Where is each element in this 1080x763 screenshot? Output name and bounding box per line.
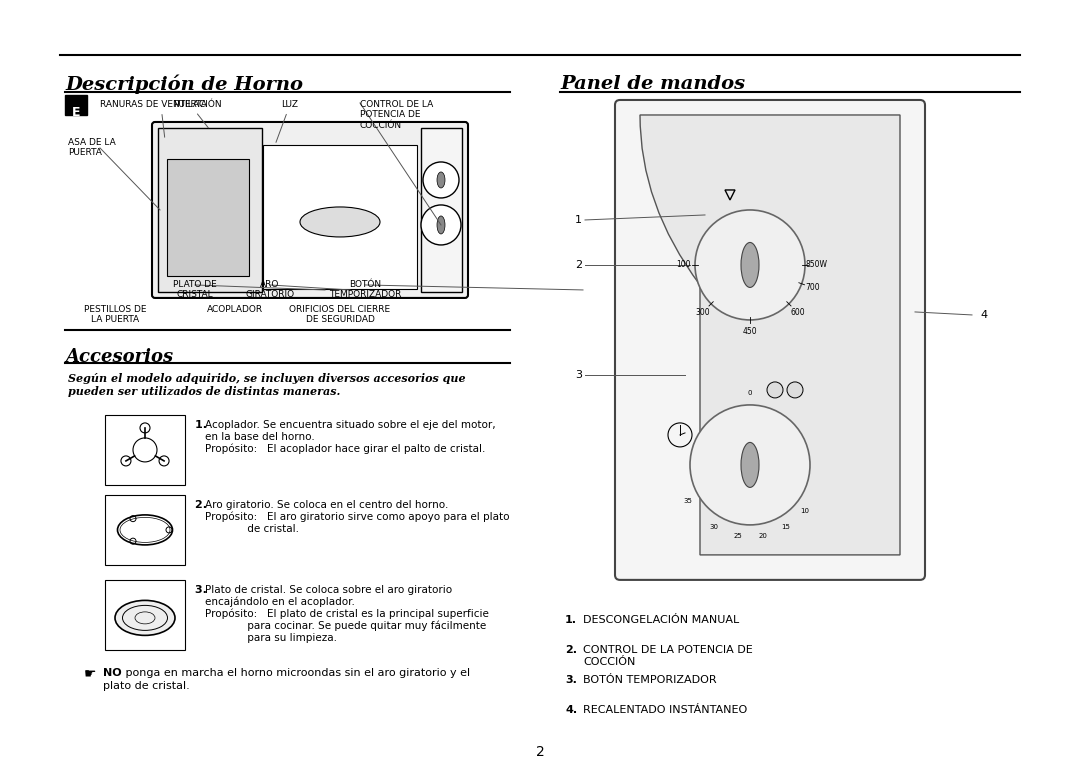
Text: 4.: 4.: [565, 705, 577, 715]
Text: 0: 0: [747, 390, 753, 396]
Text: 600: 600: [791, 307, 805, 317]
Circle shape: [421, 205, 461, 245]
Circle shape: [787, 382, 804, 398]
Text: 2.: 2.: [565, 645, 577, 655]
Text: ☛: ☛: [84, 668, 96, 682]
Text: Accesorios: Accesorios: [65, 348, 173, 366]
Circle shape: [423, 162, 459, 198]
Text: PLATO DE
CRISTAL: PLATO DE CRISTAL: [173, 280, 217, 299]
Text: PESTILLOS DE
LA PUERTA: PESTILLOS DE LA PUERTA: [84, 305, 146, 324]
Circle shape: [696, 210, 805, 320]
Text: 450: 450: [743, 327, 757, 336]
Text: ponga en marcha el horno microondas sin el aro giratorio y el: ponga en marcha el horno microondas sin …: [122, 668, 470, 678]
Ellipse shape: [114, 600, 175, 636]
Text: BOTÓN TEMPORIZADOR: BOTÓN TEMPORIZADOR: [583, 675, 717, 685]
Text: CONTROL DE LA
POTENCIA DE
COCCIÓN: CONTROL DE LA POTENCIA DE COCCIÓN: [360, 100, 433, 130]
Text: Acoplador. Se encuentra situado sobre el eje del motor,
en la base del horno.
Pr: Acoplador. Se encuentra situado sobre el…: [205, 420, 496, 454]
Text: DESCONGELACIÓN MANUAL: DESCONGELACIÓN MANUAL: [583, 615, 739, 625]
Bar: [105, 415, 185, 485]
Text: 2: 2: [536, 745, 544, 759]
Text: 300: 300: [696, 307, 710, 317]
FancyBboxPatch shape: [421, 128, 462, 292]
Text: RANURAS DE VENTILACIÓN: RANURAS DE VENTILACIÓN: [100, 100, 221, 137]
Text: PUERTA: PUERTA: [173, 100, 208, 127]
Text: 15: 15: [782, 524, 791, 530]
Text: ORIFICIOS DEL CIERRE
DE SEGURIDAD: ORIFICIOS DEL CIERRE DE SEGURIDAD: [289, 305, 391, 324]
FancyBboxPatch shape: [167, 159, 249, 276]
Text: Aro giratorio. Se coloca en el centro del horno.
Propósito:   El aro giratorio s: Aro giratorio. Se coloca en el centro de…: [205, 500, 510, 533]
Text: 4: 4: [980, 310, 987, 320]
Ellipse shape: [300, 207, 380, 237]
Ellipse shape: [437, 172, 445, 188]
Text: plato de cristal.: plato de cristal.: [103, 681, 190, 691]
FancyBboxPatch shape: [615, 100, 924, 580]
Text: Plato de cristal. Se coloca sobre el aro giratorio
encajándolo en el acoplador.
: Plato de cristal. Se coloca sobre el aro…: [205, 585, 489, 643]
Text: 700: 700: [806, 283, 821, 292]
Text: 3.: 3.: [565, 675, 577, 685]
Text: ACOPLADOR: ACOPLADOR: [207, 305, 264, 314]
Text: LUZ: LUZ: [276, 100, 298, 143]
FancyBboxPatch shape: [152, 122, 468, 298]
Text: 35: 35: [684, 498, 692, 504]
Text: Descripción de Horno: Descripción de Horno: [65, 75, 303, 95]
Text: 3.: 3.: [195, 585, 215, 595]
Text: 850W: 850W: [806, 260, 828, 269]
FancyBboxPatch shape: [65, 95, 87, 115]
Text: 2.: 2.: [195, 500, 215, 510]
Text: 3: 3: [575, 370, 582, 380]
Text: 1.: 1.: [195, 420, 215, 430]
Text: BOTÓN
TEMPORIZADOR: BOTÓN TEMPORIZADOR: [328, 280, 401, 299]
Text: Según el modelo adquirido, se incluyen diversos accesorios que
pueden ser utiliz: Según el modelo adquirido, se incluyen d…: [68, 373, 465, 397]
Text: 1.: 1.: [565, 615, 577, 625]
Text: COCCIÓN: COCCIÓN: [583, 657, 635, 667]
Circle shape: [767, 382, 783, 398]
Text: E: E: [71, 106, 80, 119]
FancyBboxPatch shape: [158, 128, 262, 292]
Ellipse shape: [741, 443, 759, 488]
Circle shape: [690, 405, 810, 525]
Text: NO: NO: [103, 668, 122, 678]
Text: Panel de mandos: Panel de mandos: [561, 75, 745, 93]
Ellipse shape: [741, 243, 759, 288]
Ellipse shape: [437, 216, 445, 234]
Text: ARO
GIRATORIO: ARO GIRATORIO: [245, 280, 295, 299]
Text: RECALENTADO INSTÁNTANEO: RECALENTADO INSTÁNTANEO: [583, 705, 747, 715]
Text: CONTROL DE LA POTENCIA DE: CONTROL DE LA POTENCIA DE: [583, 645, 753, 655]
Text: 1: 1: [575, 215, 582, 225]
PathPatch shape: [640, 115, 900, 555]
Text: 30: 30: [710, 524, 718, 530]
Text: 25: 25: [733, 533, 742, 539]
FancyBboxPatch shape: [264, 145, 417, 289]
Text: 100: 100: [676, 260, 690, 269]
Text: 2: 2: [575, 260, 582, 270]
Bar: [105, 580, 185, 650]
Text: 10: 10: [800, 508, 810, 514]
Text: ASA DE LA
PUERTA: ASA DE LA PUERTA: [68, 138, 116, 157]
Text: 20: 20: [758, 533, 767, 539]
Bar: [105, 495, 185, 565]
